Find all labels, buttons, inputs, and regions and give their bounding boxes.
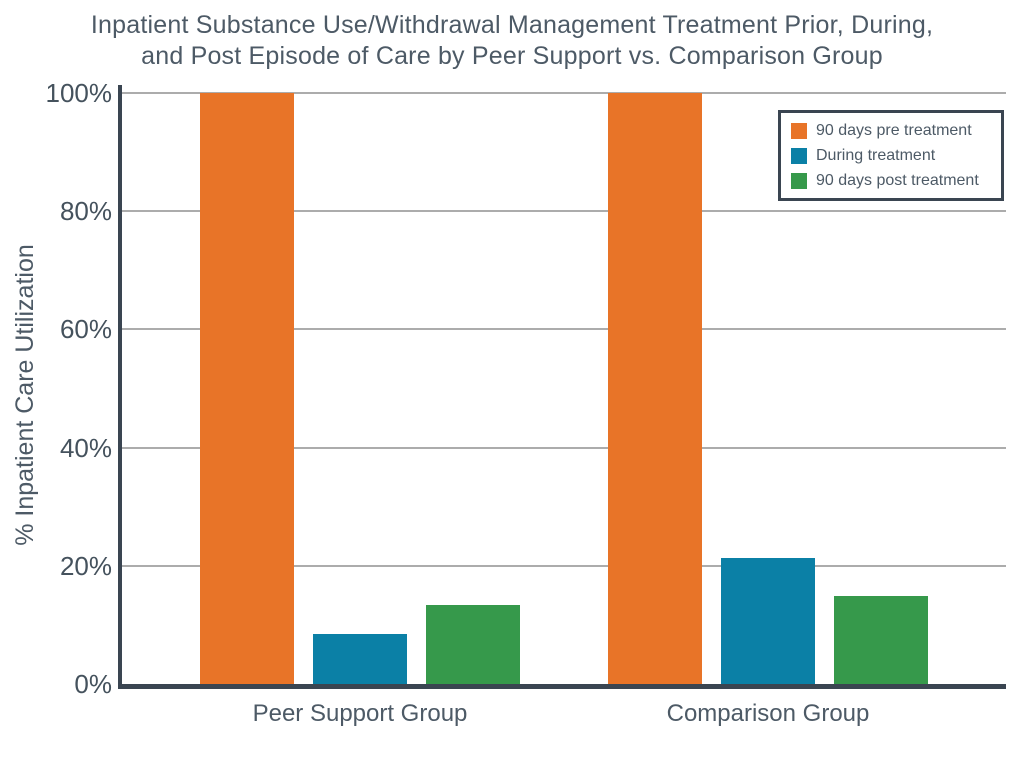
legend-label-during-treatment: During treatment (816, 146, 936, 164)
chart-title: Inpatient Substance Use/Withdrawal Manag… (0, 10, 1024, 72)
legend-row-pre-treatment: 90 days pre treatment (791, 122, 991, 140)
bar-during-treatment-comparison-group (721, 558, 815, 684)
x-axis-spine (118, 684, 1006, 689)
bar-90-days-post-treatment-comparison-group (834, 595, 928, 684)
gridline-60 (122, 328, 1006, 331)
y-tick-label-40: 40% (59, 432, 112, 463)
y-axis-label: % Inpatient Care Utilization (11, 244, 39, 546)
legend-label-post-treatment: 90 days post treatment (816, 171, 979, 189)
legend: 90 days pre treatment During treatment 9… (778, 110, 1004, 201)
bar-90-days-pre-treatment-peer-support-group (200, 93, 294, 684)
y-tick-label-0: 0% (74, 669, 112, 699)
legend-swatch-blue-icon (791, 147, 807, 164)
chart-title-line1: Inpatient Substance Use/Withdrawal Manag… (90, 11, 934, 39)
y-tick-label-20: 20% (59, 550, 112, 581)
legend-row-post-treatment: 90 days post treatment (791, 172, 991, 190)
legend-swatch-orange-icon (791, 122, 807, 139)
y-tick-label-80: 80% (59, 196, 112, 227)
gridline-80 (122, 210, 1006, 213)
x-tick-label-comparison-group: Comparison Group (666, 700, 870, 727)
legend-label-pre-treatment: 90 days pre treatment (816, 121, 972, 139)
legend-row-during-treatment: During treatment (791, 147, 991, 165)
y-tick-label-100: 100% (45, 78, 113, 108)
chart-title-line2: and Post Episode of Care by Peer Support… (141, 42, 883, 70)
bar-90-days-post-treatment-peer-support-group (426, 605, 520, 684)
gridline-20 (122, 564, 1006, 567)
gridline-100 (122, 92, 1006, 94)
bar-during-treatment-peer-support-group (313, 634, 407, 684)
x-tick-label-peer-support-group: Peer Support Group (252, 700, 468, 727)
legend-swatch-green-icon (791, 172, 807, 189)
gridline-40 (122, 446, 1006, 449)
y-tick-label-60: 60% (59, 314, 112, 345)
bar-90-days-pre-treatment-comparison-group (608, 93, 702, 684)
y-axis-spine (118, 85, 122, 689)
